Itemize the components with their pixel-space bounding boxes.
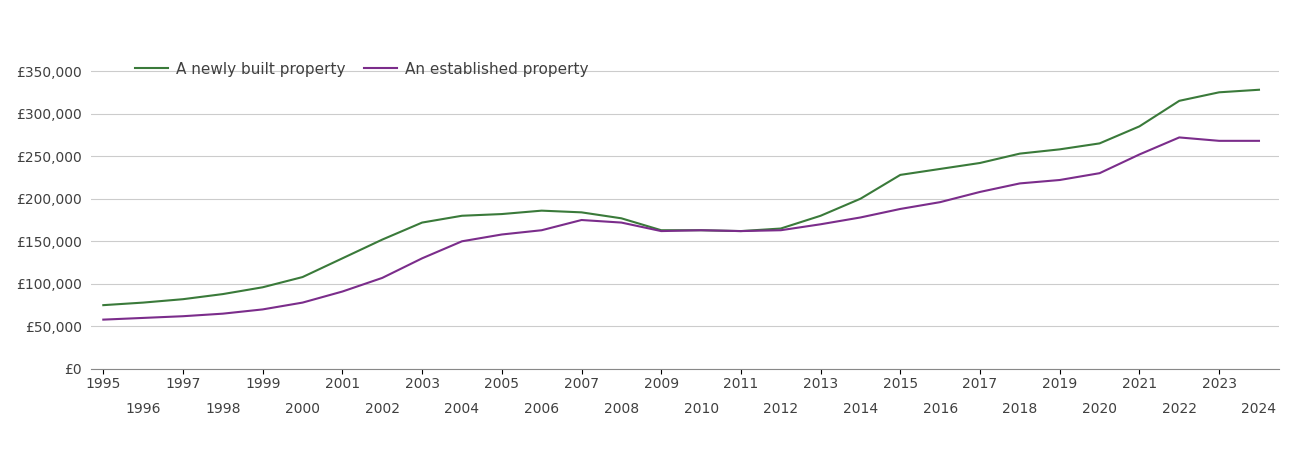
A newly built property [136,300,151,305]
An established property [375,275,390,281]
A newly built property [1131,124,1147,129]
An established property [932,199,947,205]
A newly built property [95,302,111,308]
A newly built property [813,213,829,218]
An established property [852,215,868,220]
An established property [1211,138,1227,144]
An established property [733,229,749,234]
An established property [1052,177,1067,183]
An established property [534,228,549,233]
A newly built property [495,212,510,217]
An established property [773,228,788,233]
An established property [1251,138,1267,144]
An established property [254,307,270,312]
A newly built property [972,160,988,166]
A newly built property [534,208,549,213]
An established property [1131,152,1147,157]
Line: An established property: An established property [103,137,1259,320]
A newly built property [613,216,629,221]
An established property [414,256,429,261]
A newly built property [733,229,749,234]
A newly built property [852,196,868,202]
A newly built property [773,226,788,231]
An established property [175,314,191,319]
An established property [136,315,151,320]
An established property [334,289,350,294]
An established property [893,206,908,211]
An established property [1013,181,1028,186]
A newly built property [175,297,191,302]
An established property [95,317,111,322]
A newly built property [932,166,947,171]
A newly built property [574,210,590,215]
A newly built property [1052,147,1067,152]
A newly built property [295,274,311,280]
A newly built property [375,237,390,242]
A newly built property [414,220,429,225]
Line: A newly built property: A newly built property [103,90,1259,305]
A newly built property [1092,141,1108,146]
An established property [454,238,470,244]
An established property [1172,135,1188,140]
An established property [813,221,829,227]
An established property [654,229,669,234]
An established property [972,189,988,194]
A newly built property [1251,87,1267,92]
Legend: A newly built property, An established property: A newly built property, An established p… [134,62,589,76]
A newly built property [654,228,669,233]
A newly built property [1172,98,1188,104]
A newly built property [215,292,231,297]
A newly built property [454,213,470,218]
An established property [613,220,629,225]
An established property [1092,171,1108,176]
An established property [495,232,510,237]
A newly built property [693,228,709,233]
A newly built property [1211,90,1227,95]
A newly built property [893,172,908,178]
An established property [574,217,590,223]
A newly built property [254,284,270,290]
A newly built property [1013,151,1028,156]
An established property [215,311,231,316]
An established property [693,228,709,233]
A newly built property [334,256,350,261]
An established property [295,300,311,305]
